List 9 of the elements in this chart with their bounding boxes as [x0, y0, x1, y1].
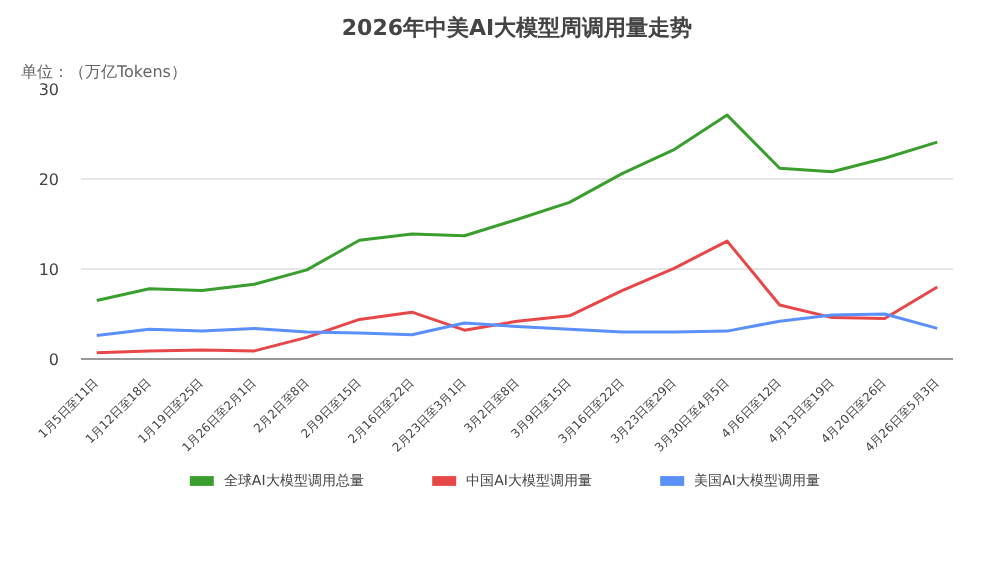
y-axis-title: 单位：（万亿Tokens） [21, 63, 187, 81]
y-tick-label: 20 [38, 171, 60, 189]
line-series [95, 312, 939, 338]
line-series [95, 113, 939, 302]
line-series [95, 239, 939, 355]
y-tick-label: 0 [48, 351, 60, 369]
y-tick-label: 10 [38, 261, 60, 279]
chart-title: 2026年中美AI大模型周调用量走势 [341, 15, 693, 41]
y-tick-label: 30 [38, 81, 60, 99]
